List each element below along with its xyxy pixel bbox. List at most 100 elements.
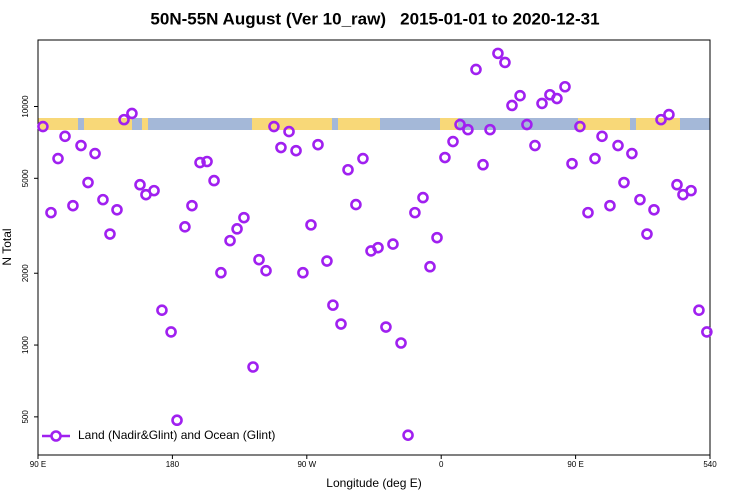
data-point (685, 184, 697, 197)
data-point (566, 157, 578, 170)
land-band (578, 118, 630, 130)
data-point (477, 158, 489, 171)
data-point (417, 191, 429, 204)
data-point (208, 174, 220, 187)
data-point (499, 56, 511, 69)
legend-marker (50, 430, 62, 442)
data-point (402, 429, 414, 441)
land-ocean-band (38, 118, 710, 130)
data-point (529, 139, 541, 152)
data-point (380, 321, 392, 333)
x-tick-label: 90 W (297, 460, 316, 469)
x-tick-label: 180 (166, 460, 180, 469)
data-point (454, 118, 466, 131)
data-point (186, 199, 198, 212)
land-band (440, 118, 458, 130)
data-point (111, 203, 123, 216)
data-point (604, 199, 616, 212)
data-point (596, 130, 608, 143)
data-point (171, 414, 183, 427)
data-point (335, 318, 347, 330)
x-tick-label: 90 E (567, 460, 583, 469)
chart-title: 50N-55N August (Ver 10_raw) 2015-01-01 t… (150, 9, 599, 28)
data-point (551, 92, 563, 105)
x-tick-label: 90 E (30, 460, 46, 469)
data-point (82, 176, 94, 189)
data-point (574, 120, 586, 133)
data-point (260, 264, 272, 277)
y-tick-label: 10000 (21, 95, 30, 118)
plot-frame (37, 39, 711, 456)
data-point (75, 139, 87, 152)
data-point (648, 203, 660, 216)
data-point (395, 337, 407, 349)
data-point (372, 241, 384, 254)
land-band (38, 118, 78, 130)
data-point (224, 234, 236, 247)
y-axis-label: N Total (0, 228, 14, 265)
data-point (582, 206, 594, 219)
data-point (45, 206, 57, 219)
legend-label: Land (Nadir&Glint) and Ocean (Glint) (78, 428, 275, 442)
land-band (338, 118, 380, 130)
data-point (148, 184, 160, 197)
data-point (634, 193, 646, 206)
data-point (671, 178, 683, 191)
data-point (201, 155, 213, 168)
data-point (67, 199, 79, 212)
y-tick-label: 1000 (21, 336, 30, 354)
data-point (194, 156, 206, 169)
data-point (37, 120, 49, 133)
data-point (626, 147, 638, 160)
data-point (97, 193, 109, 206)
data-point (59, 130, 71, 143)
data-point (462, 123, 474, 136)
data-point (283, 125, 295, 138)
data-point (118, 113, 130, 126)
data-point (104, 228, 116, 240)
data-point (165, 326, 177, 338)
data-point (514, 89, 526, 102)
data-point (641, 228, 653, 240)
data-point (618, 176, 630, 189)
data-point (297, 266, 309, 279)
data-point (693, 304, 705, 316)
data-point (506, 99, 518, 112)
data-point (321, 255, 333, 267)
data-point (589, 152, 601, 165)
data-point (312, 138, 324, 151)
data-point (342, 163, 354, 176)
data-point (439, 151, 451, 164)
data-point (409, 206, 421, 219)
data-point (238, 211, 250, 224)
data-point (231, 223, 243, 235)
data-point (521, 118, 533, 131)
data-point (156, 304, 168, 316)
data-point (253, 253, 265, 266)
land-band (142, 118, 148, 130)
data-point (612, 139, 624, 152)
data-point (492, 47, 504, 60)
data-point (126, 107, 138, 120)
data-point (247, 361, 259, 373)
land-band (252, 118, 332, 130)
data-point (52, 152, 64, 165)
data-point (470, 63, 482, 76)
data-point (89, 147, 101, 160)
data-point (179, 221, 191, 233)
x-tick-label: 540 (703, 460, 717, 469)
data-point (484, 123, 496, 136)
data-point (215, 266, 227, 279)
data-point (134, 178, 146, 191)
x-tick-label: 0 (439, 460, 444, 469)
data-point (447, 135, 459, 148)
data-point (275, 141, 287, 154)
data-point (431, 231, 443, 244)
data-point (536, 97, 548, 110)
data-point (357, 152, 369, 165)
data-point (424, 260, 436, 273)
data-point (268, 120, 280, 133)
y-tick-label: 2000 (21, 264, 30, 282)
data-point (559, 80, 571, 93)
